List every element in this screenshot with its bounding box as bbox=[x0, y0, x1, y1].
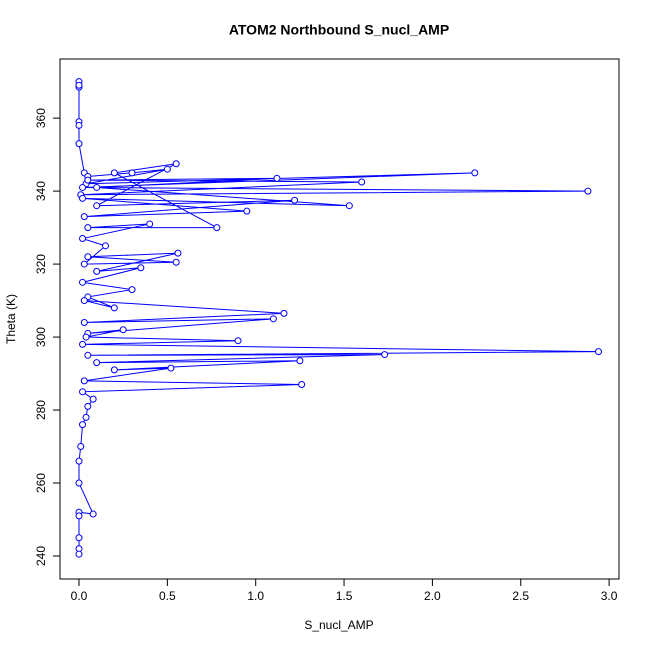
y-tick-label: 340 bbox=[34, 181, 48, 201]
point bbox=[213, 224, 221, 232]
x-tick-label: 0.5 bbox=[159, 589, 176, 603]
point bbox=[75, 121, 83, 129]
point bbox=[84, 224, 92, 232]
point bbox=[79, 278, 87, 286]
point bbox=[79, 388, 87, 396]
point bbox=[358, 178, 366, 186]
point bbox=[77, 443, 85, 451]
y-tick-label: 360 bbox=[34, 108, 48, 128]
point bbox=[110, 304, 118, 312]
point bbox=[80, 377, 88, 385]
y-tick-label: 260 bbox=[34, 473, 48, 493]
y-tick-label: 240 bbox=[34, 546, 48, 566]
point bbox=[119, 326, 127, 334]
point bbox=[137, 264, 145, 272]
point bbox=[75, 81, 83, 89]
point bbox=[75, 140, 83, 148]
point bbox=[296, 357, 304, 365]
point bbox=[273, 174, 281, 182]
chart-title: ATOM2 Northbound S_nucl_AMP bbox=[229, 22, 449, 38]
point bbox=[79, 235, 87, 243]
point bbox=[291, 196, 299, 204]
point bbox=[84, 402, 92, 410]
point bbox=[82, 333, 90, 341]
y-tick-label: 320 bbox=[34, 254, 48, 274]
point bbox=[80, 318, 88, 326]
point bbox=[584, 187, 592, 195]
point bbox=[174, 249, 182, 257]
point bbox=[93, 359, 101, 367]
point bbox=[79, 194, 87, 202]
point bbox=[75, 457, 83, 465]
point bbox=[128, 169, 136, 177]
point bbox=[75, 479, 83, 487]
point bbox=[75, 512, 83, 520]
point bbox=[298, 381, 306, 389]
x-tick-label: 2.5 bbox=[512, 589, 529, 603]
point bbox=[84, 253, 92, 261]
y-tick-label: 280 bbox=[34, 400, 48, 420]
point bbox=[102, 242, 110, 250]
point bbox=[172, 160, 180, 168]
series-line bbox=[78, 81, 599, 555]
point bbox=[80, 213, 88, 221]
x-tick-label: 1.0 bbox=[247, 589, 264, 603]
point bbox=[345, 202, 353, 210]
plot-box bbox=[59, 58, 620, 580]
point bbox=[234, 337, 242, 345]
point bbox=[163, 165, 171, 173]
point bbox=[146, 220, 154, 228]
point bbox=[595, 348, 603, 356]
point bbox=[79, 340, 87, 348]
point bbox=[75, 534, 83, 542]
y-axis-label: Theta (K) bbox=[4, 294, 18, 344]
point bbox=[89, 395, 97, 403]
point bbox=[381, 351, 389, 359]
point bbox=[80, 297, 88, 305]
x-tick-label: 2.0 bbox=[424, 589, 441, 603]
point bbox=[280, 309, 288, 317]
point bbox=[269, 315, 277, 323]
point bbox=[93, 267, 101, 275]
x-axis-label: S_nucl_AMP bbox=[304, 618, 373, 632]
point bbox=[93, 202, 101, 210]
point bbox=[110, 169, 118, 177]
x-tick-label: 0.0 bbox=[71, 589, 88, 603]
point bbox=[82, 413, 90, 421]
point bbox=[471, 169, 479, 177]
y-tick-label: 300 bbox=[34, 327, 48, 347]
x-tick-label: 3.0 bbox=[601, 589, 618, 603]
point bbox=[172, 258, 180, 266]
point bbox=[167, 364, 175, 372]
point bbox=[75, 550, 83, 558]
point bbox=[128, 286, 136, 294]
point bbox=[93, 183, 101, 191]
point bbox=[79, 421, 87, 429]
point bbox=[84, 351, 92, 359]
point bbox=[89, 510, 97, 518]
point bbox=[84, 176, 92, 184]
point bbox=[80, 260, 88, 268]
point bbox=[243, 207, 251, 215]
point bbox=[79, 183, 87, 191]
x-tick-label: 1.5 bbox=[336, 589, 353, 603]
point bbox=[110, 366, 118, 374]
